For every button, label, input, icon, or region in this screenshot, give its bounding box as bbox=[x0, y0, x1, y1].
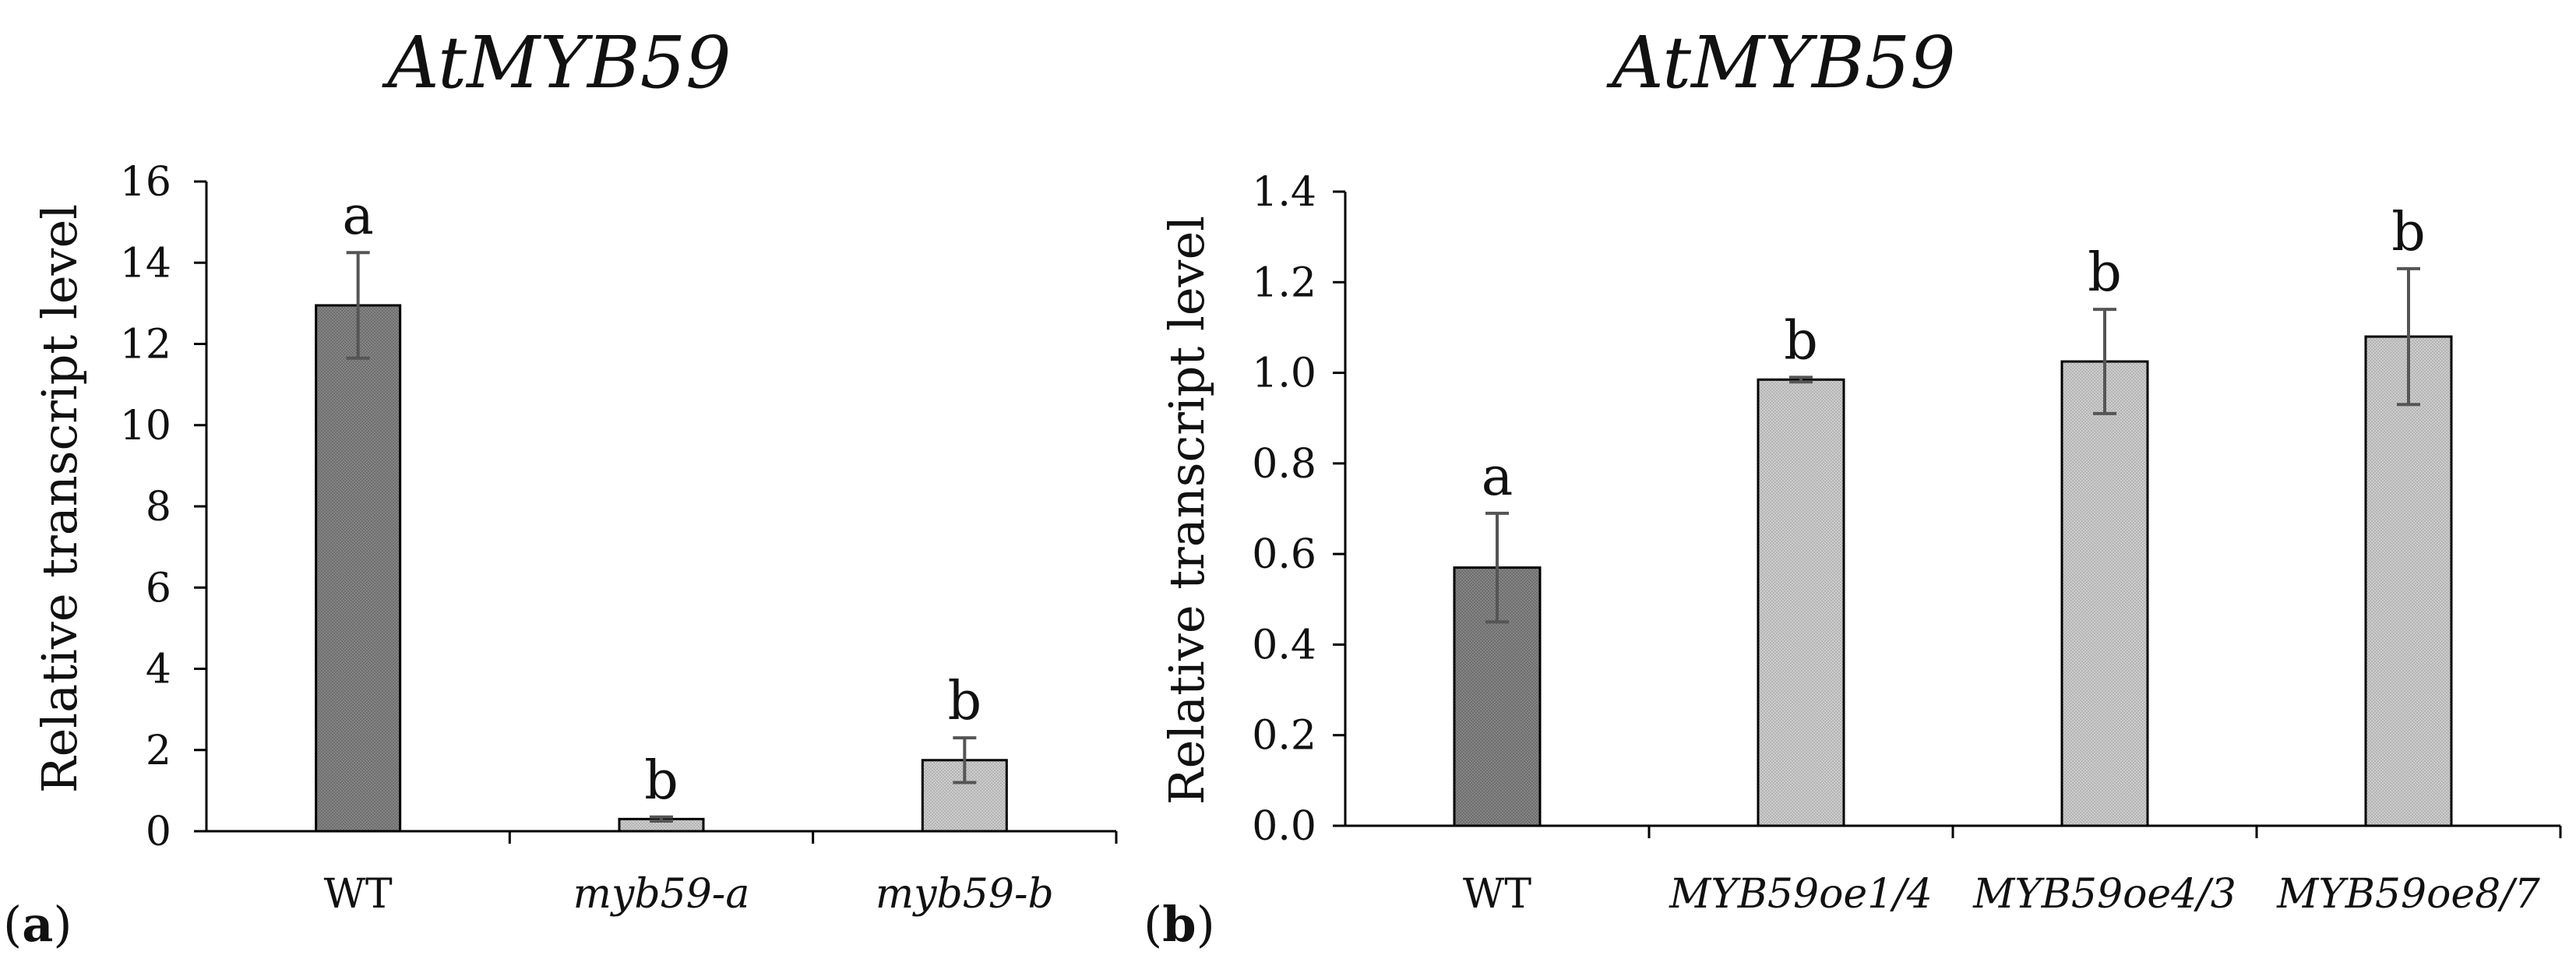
x-tick-label: MYB59oe1/4 bbox=[1669, 871, 1933, 918]
significance-letter: b bbox=[948, 671, 982, 732]
chart-b-plot-area: 0.0 0.2 0.4 0.6 0.8 1.0 1.2 1.4 a WT b MYB59oe1/4 b M… bbox=[1252, 169, 2562, 918]
x-tick-label: MYB59oe8/7 bbox=[2276, 871, 2541, 918]
x-tick-label: WT bbox=[1463, 871, 1531, 918]
y-tick-label: 1.4 bbox=[1252, 169, 1316, 216]
chart-a-plot-area: 0 2 4 6 8 10 12 14 16 a WT b myb59-a b myb59-b bbox=[120, 159, 1118, 918]
significance-letter: a bbox=[1482, 446, 1514, 508]
y-tick-label: 0.4 bbox=[1252, 622, 1316, 668]
y-tick-label: 2 bbox=[146, 728, 171, 774]
panel-label-a: (a) bbox=[3, 896, 72, 953]
y-tick-label: 10 bbox=[120, 403, 171, 449]
y-tick-label: 4 bbox=[146, 647, 171, 693]
y-tick-label: 16 bbox=[120, 159, 171, 206]
significance-letter: a bbox=[342, 185, 374, 247]
y-tick-label: 14 bbox=[120, 240, 171, 287]
x-tick-label: WT bbox=[324, 871, 393, 918]
bar bbox=[315, 304, 402, 833]
significance-letter: b bbox=[644, 750, 678, 812]
x-tick-label: myb59-a bbox=[573, 871, 750, 918]
y-tick-label: 0 bbox=[146, 809, 171, 855]
y-tick-label: 12 bbox=[120, 322, 171, 368]
y-tick-label: 0.6 bbox=[1252, 531, 1316, 578]
chart-a: AtMYB59 Relative transcript level 0 2 4 6 8 1… bbox=[3, 21, 1118, 953]
chart-b-y-axis-label: Relative transcript level bbox=[1158, 216, 1215, 805]
y-tick-label: 0.2 bbox=[1252, 713, 1316, 760]
chart-b: AtMYB59 Relative transcript level 0.0 0.2… bbox=[1144, 21, 2562, 953]
chart-a-y-axis-label: Relative transcript level bbox=[31, 204, 88, 793]
bar bbox=[2060, 360, 2149, 827]
chart-a-title: AtMYB59 bbox=[381, 21, 731, 104]
bar bbox=[2364, 335, 2453, 827]
bar bbox=[1757, 378, 1845, 827]
x-tick-label: myb59-b bbox=[876, 871, 1054, 918]
chart-b-title: AtMYB59 bbox=[1605, 21, 1955, 104]
x-tick-label: MYB59oe4/3 bbox=[1972, 871, 2236, 918]
y-tick-label: 8 bbox=[146, 484, 171, 531]
significance-letter: b bbox=[2088, 242, 2122, 304]
y-tick-label: 0.0 bbox=[1252, 803, 1316, 850]
panel-label-b: (b) bbox=[1144, 896, 1215, 953]
y-tick-label: 1.0 bbox=[1252, 351, 1316, 397]
y-tick-label: 6 bbox=[146, 565, 171, 612]
significance-letter: b bbox=[1784, 310, 1818, 372]
y-tick-label: 0.8 bbox=[1252, 441, 1316, 488]
y-tick-label: 1.2 bbox=[1252, 259, 1316, 306]
significance-letter: b bbox=[2391, 202, 2426, 263]
